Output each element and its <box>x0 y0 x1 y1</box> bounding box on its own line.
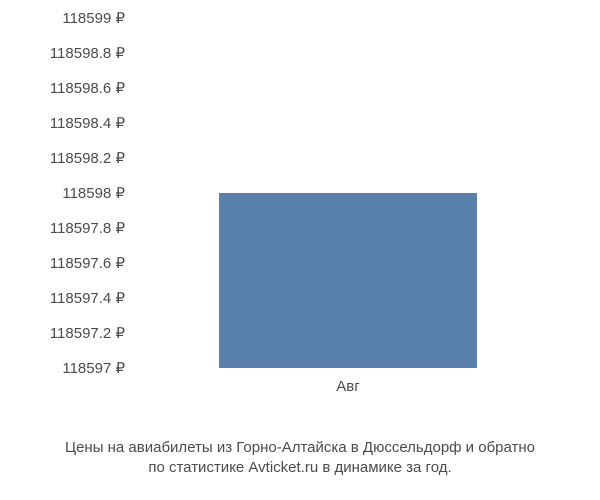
y-tick-label: 118598.8 ₽ <box>50 44 133 62</box>
y-tick-label: 118598 ₽ <box>62 184 133 202</box>
y-tick-label: 118598.6 ₽ <box>50 79 133 97</box>
caption-line2: по статистике Avticket.ru в динамике за … <box>148 459 451 476</box>
chart-caption: Цены на авиабилеты из Горно-Алтайска в Д… <box>0 438 600 479</box>
y-tick-label: 118597.4 ₽ <box>50 289 133 307</box>
y-tick-label: 118599 ₽ <box>62 9 133 27</box>
price-chart: 118599 ₽ 118598.8 ₽ 118598.6 ₽ 118598.4 ₽ 11… <box>0 0 600 500</box>
caption-line1: Цены на авиабилеты из Горно-Алтайска в Д… <box>65 439 535 456</box>
y-tick-label: 118597.2 ₽ <box>50 324 133 342</box>
y-tick-label: 118597.6 ₽ <box>50 254 133 272</box>
plot-area: 118599 ₽118598.8 ₽118598.6 ₽118598.4 ₽11… <box>132 18 562 368</box>
y-tick-label: 118597 ₽ <box>62 359 133 377</box>
y-tick-label: 118598.2 ₽ <box>50 149 133 167</box>
bar <box>219 193 477 368</box>
x-tick-label: Авг <box>336 368 359 395</box>
y-tick-label: 118598.4 ₽ <box>50 114 133 132</box>
y-tick-label: 118597.8 ₽ <box>50 219 133 237</box>
